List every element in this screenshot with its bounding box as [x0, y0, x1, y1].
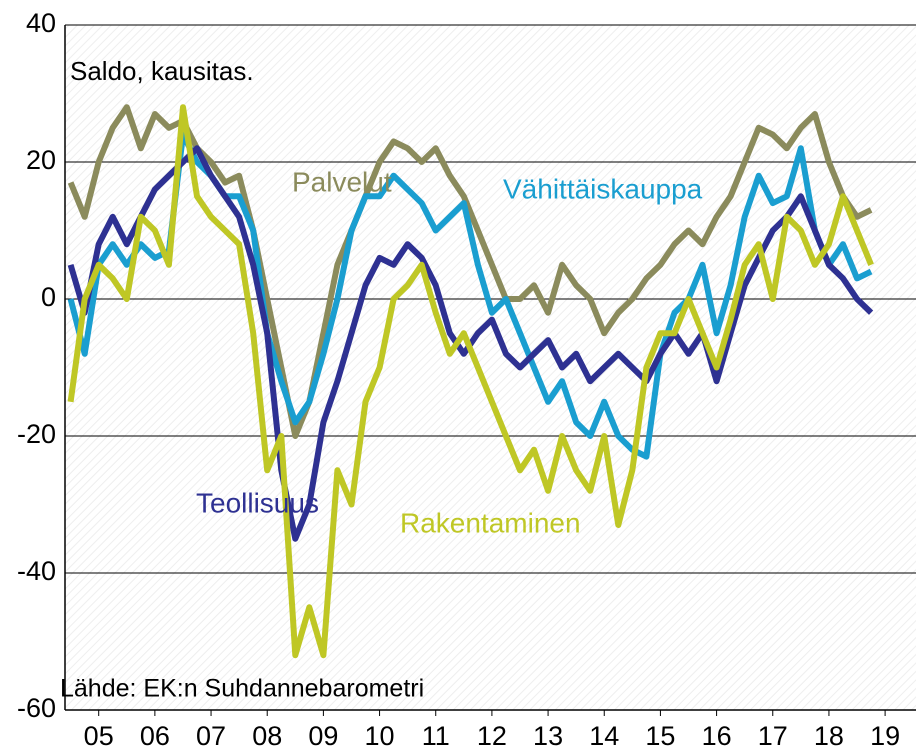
- x-tick-label: 12: [477, 721, 507, 751]
- x-tick-label: 14: [589, 721, 619, 751]
- x-tick-label: 07: [196, 721, 226, 751]
- series-label: Vähittäiskauppa: [503, 173, 703, 204]
- x-tick-label: 10: [365, 721, 395, 751]
- y-tick-label: -20: [17, 419, 56, 449]
- y-tick-label: -60: [17, 693, 56, 723]
- x-tick-label: 18: [814, 721, 844, 751]
- x-tick-label: 17: [758, 721, 788, 751]
- y-tick-label: 0: [41, 282, 56, 312]
- y-tick-label: -40: [17, 556, 56, 586]
- series-label: Teollisuus: [196, 487, 319, 518]
- source: Lähde: EK:n Suhdannebarometri: [60, 675, 424, 703]
- x-tick-label: 08: [252, 721, 282, 751]
- x-tick-label: 16: [702, 721, 732, 751]
- series-line: [67, 104, 873, 439]
- y-tick-label: 40: [26, 8, 56, 38]
- x-tick-label: 19: [870, 721, 900, 751]
- y-tick-label: 20: [26, 145, 56, 175]
- x-tick-label: 13: [533, 721, 563, 751]
- x-tick-label: 05: [84, 721, 114, 751]
- x-tick-label: 09: [308, 721, 338, 751]
- plot-background: [65, 25, 916, 710]
- series-line: [67, 104, 874, 659]
- x-tick-label: 15: [645, 721, 675, 751]
- series-label: Palvelut: [292, 166, 392, 197]
- series-label: Rakentaminen: [400, 507, 581, 538]
- x-tick-label: 06: [140, 721, 170, 751]
- series-line: [67, 131, 873, 460]
- chart-title: Saldo, kausitas.: [70, 56, 254, 86]
- x-tick-label: 11: [422, 721, 450, 751]
